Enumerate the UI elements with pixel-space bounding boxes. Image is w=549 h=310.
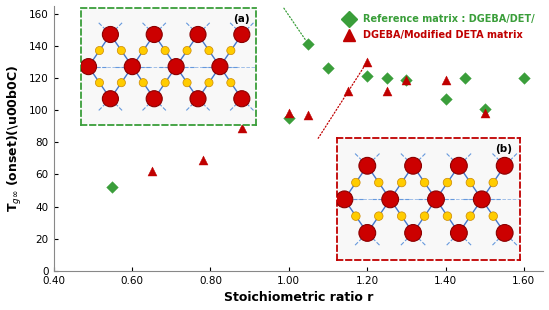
Point bbox=[198, 157, 207, 162]
Point bbox=[108, 185, 117, 190]
Point bbox=[441, 77, 450, 82]
X-axis label: Stoichiometric ratio r: Stoichiometric ratio r bbox=[224, 291, 373, 304]
Point bbox=[402, 77, 411, 82]
Point bbox=[304, 42, 313, 46]
Point bbox=[284, 116, 293, 121]
Point bbox=[323, 66, 332, 71]
Y-axis label: T$_{g\infty}$ (onset)(\u00b0C): T$_{g\infty}$ (onset)(\u00b0C) bbox=[5, 65, 24, 212]
Point bbox=[461, 75, 469, 80]
Point bbox=[363, 74, 372, 79]
Point bbox=[519, 75, 528, 80]
Legend: Reference matrix : DGEBA/DET/, DGEBA/Modified DETA matrix: Reference matrix : DGEBA/DET/, DGEBA/Mod… bbox=[336, 11, 539, 44]
Point bbox=[402, 77, 411, 82]
Point bbox=[382, 88, 391, 93]
Point bbox=[343, 88, 352, 93]
Point bbox=[441, 96, 450, 101]
Point bbox=[284, 111, 293, 116]
Point bbox=[226, 93, 234, 98]
Point bbox=[363, 60, 372, 64]
Point bbox=[480, 106, 489, 111]
Point bbox=[147, 169, 156, 174]
Point bbox=[187, 116, 195, 121]
Point bbox=[245, 53, 254, 58]
Point bbox=[382, 75, 391, 80]
Point bbox=[304, 113, 313, 117]
Point bbox=[480, 111, 489, 116]
Point bbox=[237, 125, 246, 130]
